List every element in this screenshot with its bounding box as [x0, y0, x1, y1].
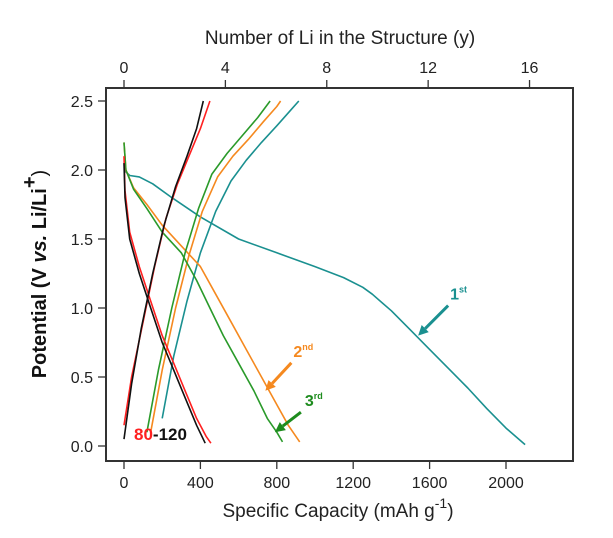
series-1st-charge: [161, 100, 300, 419]
x-tick-label: 2000: [488, 475, 524, 492]
top-tick-label: 16: [521, 60, 539, 77]
series-2nd-discharge: [123, 142, 301, 443]
annotation-suffix: nd: [302, 342, 313, 352]
x-axis-title-sup: -1: [435, 495, 448, 511]
series-3rd-charge: [146, 100, 271, 433]
x-tick-label: 1200: [335, 475, 371, 492]
top-tick-label: 12: [419, 60, 437, 77]
annotation-arrow-head: [265, 380, 276, 391]
x-axis-ticks: 0 400 800 1200 1600 2000: [120, 461, 524, 492]
annotation-arrow-shaft: [281, 411, 302, 428]
top-tick-label: 4: [221, 60, 230, 77]
annotation-label: 1st: [450, 285, 467, 304]
plot-frame: [105, 87, 574, 462]
y-tick-label: 0.5: [71, 370, 93, 387]
x-tick-label: 0: [120, 475, 129, 492]
annotation-arrow-head: [274, 422, 286, 433]
x-tick-label: 400: [187, 475, 214, 492]
series-120th-charge: [123, 100, 205, 440]
x-axis-title-text: Specific Capacity (mAh g: [222, 501, 434, 522]
cycle-label-first: 80: [134, 425, 153, 444]
annotation-suffix: rd: [314, 391, 323, 401]
series-1st-discharge: [123, 169, 526, 446]
annotations: 1st 2nd 3rd: [265, 285, 467, 433]
annotation-number: 1: [450, 287, 459, 304]
y-axis-title-prefix: Potential (V: [29, 263, 51, 379]
cycle-label: 80-120: [134, 425, 187, 444]
series-80th-discharge: [123, 156, 212, 444]
annotation-arrow-head: [418, 324, 429, 336]
series-3rd-discharge: [123, 142, 284, 443]
y-axis-title-italic: vs.: [29, 235, 51, 263]
annotation-label: 2nd: [293, 342, 313, 361]
x-axis-title-close: ): [447, 501, 453, 522]
annotation-number: 2: [293, 344, 302, 361]
y-tick-label: 0.0: [71, 439, 93, 456]
x-axis-title: Specific Capacity (mAh g-1): [222, 495, 453, 522]
series-2nd-charge: [149, 100, 282, 433]
x-tick-label: 1600: [412, 475, 448, 492]
annotation-suffix: st: [459, 285, 467, 295]
top-axis-title: Number of Li in the Structure (y): [205, 28, 475, 49]
x-tick-label: 800: [263, 475, 290, 492]
annotation-number: 3: [305, 393, 314, 410]
y-axis-title-sup: +: [19, 176, 41, 188]
top-tick-label: 0: [120, 60, 129, 77]
y-tick-label: 1.0: [71, 301, 93, 318]
annotation-arrow-shaft: [271, 361, 293, 385]
top-axis-ticks: 0 4 8 12 16: [120, 60, 539, 88]
series-120th-discharge: [123, 163, 206, 444]
cycle-label-second: 120: [159, 425, 187, 444]
y-tick-label: 2.5: [71, 94, 93, 111]
y-axis-title-close: ): [29, 170, 51, 177]
curves: [123, 100, 526, 446]
y-axis-title-suffix: Li/Li: [29, 188, 51, 235]
top-tick-label: 8: [322, 60, 331, 77]
annotation-label: 3rd: [305, 391, 323, 410]
y-tick-label: 1.5: [71, 232, 93, 249]
y-tick-label: 2.0: [71, 163, 93, 180]
y-axis-ticks: 0.0 0.5 1.0 1.5 2.0 2.5: [71, 94, 106, 456]
cycle-label-dash: -: [153, 425, 159, 444]
annotation-arrow-shaft: [424, 304, 450, 330]
y-axis-title: Potential (V vs. Li/Li+): [19, 170, 51, 378]
